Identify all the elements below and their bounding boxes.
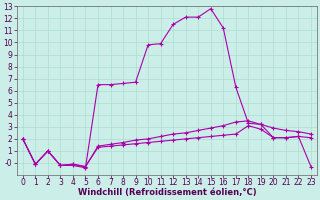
X-axis label: Windchill (Refroidissement éolien,°C): Windchill (Refroidissement éolien,°C) xyxy=(77,188,256,197)
